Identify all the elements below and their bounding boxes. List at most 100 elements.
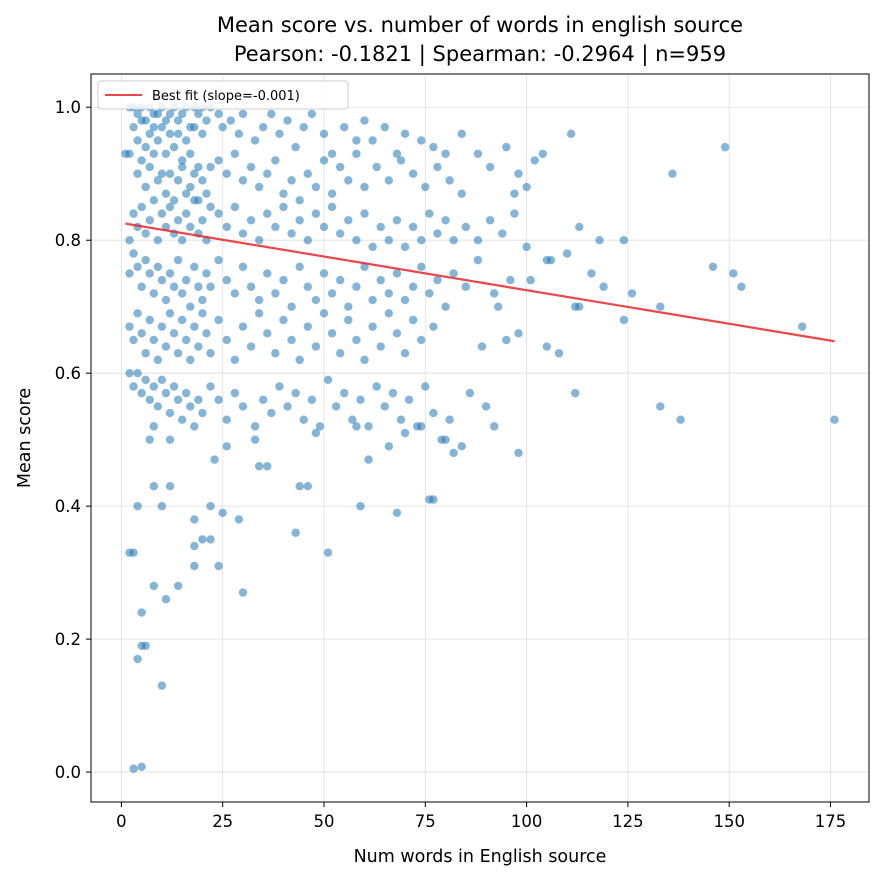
grid	[91, 74, 869, 802]
data-point	[485, 216, 495, 225]
data-point	[177, 289, 187, 298]
data-point	[246, 342, 256, 351]
data-point	[344, 176, 353, 185]
data-point	[441, 302, 450, 311]
data-point	[149, 109, 159, 119]
data-point	[542, 342, 552, 351]
data-point	[145, 162, 154, 172]
data-point	[400, 242, 410, 252]
data-point	[498, 229, 507, 238]
data-point	[287, 335, 296, 345]
data-point	[392, 329, 402, 338]
data-point	[137, 762, 146, 771]
data-point	[190, 541, 199, 551]
data-point	[141, 255, 150, 265]
data-point	[190, 196, 199, 205]
data-point	[246, 216, 256, 225]
data-point	[429, 495, 438, 504]
data-point	[575, 222, 584, 232]
data-point	[502, 142, 511, 152]
data-point	[254, 295, 264, 305]
data-point	[190, 262, 199, 272]
data-point	[169, 282, 179, 291]
data-point	[173, 176, 183, 185]
data-point	[319, 309, 329, 318]
data-point	[129, 335, 138, 345]
data-point	[202, 269, 211, 278]
data-point	[206, 501, 215, 511]
data-point	[457, 442, 466, 451]
data-point	[340, 388, 349, 398]
data-point	[238, 176, 248, 185]
data-point	[145, 269, 154, 278]
data-point	[514, 448, 523, 458]
legend-box	[97, 80, 349, 110]
data-point	[259, 122, 268, 132]
data-point	[656, 302, 665, 311]
x-ticks: 0 25 50 75 100 125 150 175	[116, 802, 846, 831]
data-point	[400, 428, 410, 438]
data-point	[307, 109, 317, 119]
data-point	[137, 282, 146, 291]
data-point	[303, 322, 312, 331]
data-point	[149, 422, 159, 431]
data-point	[186, 302, 195, 311]
data-point	[177, 236, 187, 245]
data-point	[129, 764, 138, 773]
data-point	[137, 202, 146, 212]
data-point	[186, 222, 195, 232]
data-point	[408, 282, 418, 291]
data-point	[327, 202, 337, 212]
data-point	[376, 275, 385, 285]
data-point	[279, 189, 288, 198]
data-point	[206, 162, 215, 172]
legend: Best fit (slope=-0.001)	[97, 80, 349, 110]
data-point	[473, 149, 483, 158]
data-point	[587, 269, 596, 278]
data-point	[360, 355, 369, 365]
data-point	[392, 269, 402, 278]
data-point	[137, 608, 146, 617]
data-point	[417, 262, 426, 272]
data-point	[461, 222, 471, 232]
data-point	[271, 289, 280, 298]
data-point	[352, 335, 361, 345]
y-axis-label: Mean score	[15, 388, 35, 488]
y-tick-label: 0.2	[55, 630, 81, 649]
y-tick-label: 0.8	[55, 231, 81, 250]
data-point	[530, 156, 539, 165]
data-point	[169, 382, 179, 391]
x-tick-label: 25	[212, 812, 233, 831]
data-point	[352, 422, 361, 431]
data-point	[222, 169, 231, 178]
data-point	[198, 408, 207, 418]
chart-subtitle: Pearson: -0.1821 | Spearman: -0.2964 | n…	[234, 42, 726, 67]
data-point	[141, 229, 150, 238]
data-point	[433, 229, 442, 238]
data-point	[830, 415, 839, 424]
legend-fit-label: Best fit (slope=-0.001)	[152, 89, 300, 104]
data-point	[157, 375, 167, 385]
data-point	[502, 335, 511, 345]
data-point	[473, 255, 483, 265]
data-point	[226, 116, 235, 125]
data-point	[267, 109, 276, 119]
data-point	[254, 236, 264, 245]
data-point	[449, 236, 458, 245]
data-point	[287, 302, 296, 311]
data-point	[133, 169, 142, 178]
data-point	[173, 255, 183, 265]
data-point	[425, 209, 434, 218]
data-point	[494, 302, 503, 311]
data-point	[376, 222, 385, 232]
data-point	[352, 236, 361, 245]
data-point	[506, 275, 515, 285]
data-point	[271, 156, 280, 165]
data-point	[291, 142, 300, 152]
data-point	[149, 289, 159, 298]
data-point	[327, 189, 337, 198]
data-point	[222, 442, 231, 451]
data-point	[141, 182, 150, 192]
data-point	[566, 129, 576, 139]
data-point	[202, 116, 211, 125]
